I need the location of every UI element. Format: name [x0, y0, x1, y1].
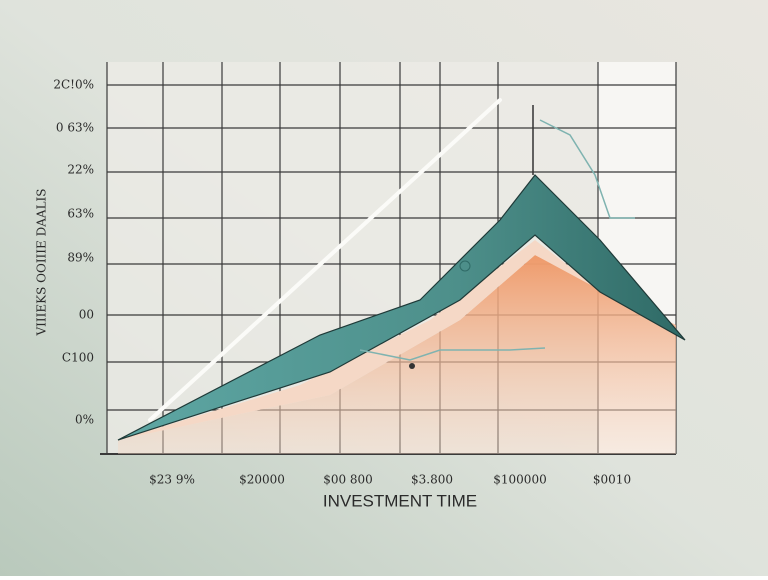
dot — [409, 363, 415, 369]
x-axis-title: INVESTMENT TIME — [323, 491, 477, 510]
y-labels: 2C!0% 0 63% 22% 63% 89% 00 C100 0% — [53, 78, 94, 427]
thin-line-upper — [539, 119, 635, 219]
peach-band — [118, 240, 600, 440]
teal-area — [117, 174, 686, 441]
thin-line — [359, 347, 546, 361]
x-label: $20000 — [239, 473, 285, 487]
orange-area — [118, 255, 676, 454]
y-label: 63% — [67, 207, 94, 221]
y-label: 22% — [67, 163, 94, 177]
y-label: 00 — [79, 308, 94, 322]
y-label: 89% — [67, 251, 94, 265]
y-axis-title: VIIIEKS OOIIIE DAALIS — [35, 189, 49, 337]
x-label: $3.800 — [411, 473, 453, 487]
x-label: $0010 — [593, 473, 631, 487]
x-labels: $23 9% $20000 $00 800 $3.800 $100000 $00… — [149, 473, 631, 487]
y-label: C100 — [62, 351, 94, 365]
dot — [459, 260, 471, 272]
x-label: $100000 — [493, 473, 546, 487]
y-label: 2C!0% — [53, 78, 94, 92]
x-label: $23 9% — [149, 473, 195, 487]
y-label: 0% — [75, 413, 94, 427]
y-label: 0 63% — [56, 121, 94, 135]
x-label: $00 800 — [323, 473, 373, 487]
white-trend-line — [148, 98, 502, 422]
